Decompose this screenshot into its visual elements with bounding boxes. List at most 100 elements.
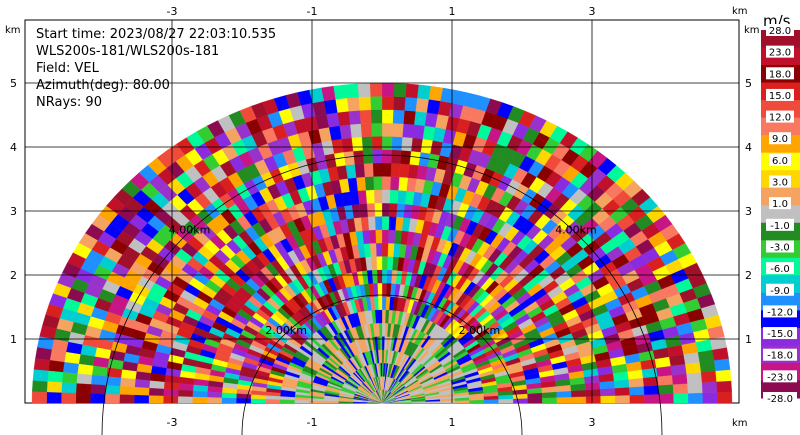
y-unit-right: km xyxy=(744,25,760,36)
velocity-bin xyxy=(61,382,77,394)
velocity-bin xyxy=(570,389,587,398)
velocity-bin xyxy=(393,96,406,111)
velocity-bin xyxy=(119,386,135,396)
velocity-bin xyxy=(399,163,410,178)
velocity-bin xyxy=(236,393,252,399)
velocity-bin xyxy=(387,229,396,244)
velocity-bin xyxy=(49,349,67,363)
range-ring-label: 2.00km xyxy=(459,324,501,337)
velocity-bin xyxy=(76,373,93,385)
velocity-bin xyxy=(359,109,372,124)
velocity-bin xyxy=(372,162,383,177)
velocity-bin xyxy=(381,282,387,297)
range-ring xyxy=(101,154,663,435)
velocity-bin xyxy=(366,202,376,217)
info-start-time: Start time: 2023/08/27 22:03:10.535 xyxy=(36,27,276,42)
velocity-bin xyxy=(31,391,47,404)
velocity-bin xyxy=(360,123,372,138)
velocity-bin xyxy=(405,83,419,99)
info-nrays: NRays: 90 xyxy=(36,95,102,110)
velocity-bin xyxy=(702,392,718,404)
velocity-bin xyxy=(373,189,383,204)
velocity-bin xyxy=(206,391,223,399)
velocity-bin xyxy=(381,349,385,364)
velocity-bin xyxy=(381,136,393,150)
velocity-bin xyxy=(357,83,371,98)
velocity-bin xyxy=(687,382,703,394)
velocity-bin xyxy=(542,397,558,404)
velocity-bin xyxy=(715,369,732,382)
velocity-bin xyxy=(700,370,717,383)
velocity-bin xyxy=(643,385,660,395)
colorbar-tick-bg xyxy=(769,175,791,188)
velocity-bin xyxy=(148,387,164,397)
velocity-bin xyxy=(381,96,394,110)
velocity-bin xyxy=(685,362,702,374)
x-tick-label-bottom: -1 xyxy=(307,416,318,429)
velocity-bin xyxy=(671,373,688,385)
velocity-bin xyxy=(177,396,193,404)
velocity-bin xyxy=(374,202,383,217)
velocity-bin xyxy=(390,162,401,178)
colorbar-tick-label: 6.0 xyxy=(772,156,788,167)
velocity-bin xyxy=(388,216,397,231)
velocity-bin xyxy=(363,162,374,178)
velocity-bin xyxy=(46,381,63,393)
velocity-bin xyxy=(391,149,402,164)
colorbar-segment xyxy=(761,205,800,224)
x-unit-top: km xyxy=(732,6,748,17)
colorbar-tick-bg xyxy=(769,153,791,166)
velocity-bin xyxy=(386,269,393,284)
velocity-bin xyxy=(629,394,645,404)
velocity-bin xyxy=(77,363,94,376)
velocity-bin xyxy=(348,110,361,125)
velocity-bin xyxy=(335,97,349,113)
colorbar-tick-label: -28.0 xyxy=(767,394,793,405)
velocity-bin xyxy=(377,296,383,310)
velocity-bin xyxy=(48,360,65,373)
velocity-bin xyxy=(381,202,390,217)
colorbar-tick-bg xyxy=(763,327,797,340)
velocity-bin xyxy=(397,190,407,205)
y-tick-label-left: 1 xyxy=(10,333,17,346)
y-tick-label-right: 4 xyxy=(745,141,752,154)
colorbar-tick-bg xyxy=(766,262,794,275)
velocity-bin xyxy=(629,386,645,396)
velocity-bin xyxy=(364,176,375,191)
velocity-bin xyxy=(47,370,64,383)
velocity-bin xyxy=(323,400,339,404)
y-tick-label-left: 2 xyxy=(10,269,17,282)
velocity-bin xyxy=(398,176,409,191)
x-tick-label-top: -3 xyxy=(167,5,178,18)
velocity-bin xyxy=(415,97,429,113)
velocity-bin xyxy=(294,400,310,404)
velocity-bin xyxy=(424,112,438,128)
velocity-bin xyxy=(90,374,107,386)
velocity-bin xyxy=(409,150,421,166)
velocity-bin xyxy=(585,388,601,397)
y-tick-label-right: 2 xyxy=(745,269,752,282)
velocity-bin xyxy=(345,83,359,99)
velocity-bin xyxy=(381,216,390,230)
velocity-bin xyxy=(75,383,92,394)
velocity-bin xyxy=(600,387,616,397)
velocity-bin xyxy=(672,383,689,394)
velocity-bin xyxy=(556,396,572,404)
velocity-bin xyxy=(33,358,50,372)
velocity-bin xyxy=(148,395,164,404)
velocity-bin xyxy=(381,176,391,190)
velocity-bin xyxy=(104,385,121,395)
x-tick-label-top: 3 xyxy=(589,5,596,18)
velocity-bin xyxy=(346,96,360,112)
velocity-bin xyxy=(75,393,91,404)
velocity-bin xyxy=(369,82,383,97)
velocity-bin xyxy=(699,360,716,373)
velocity-bin xyxy=(265,399,281,404)
velocity-bin xyxy=(372,149,383,164)
grid-layer xyxy=(25,20,739,403)
velocity-bin xyxy=(391,136,403,151)
velocity-bin xyxy=(308,400,324,404)
velocity-bin xyxy=(192,390,208,398)
velocity-bin xyxy=(401,136,413,152)
